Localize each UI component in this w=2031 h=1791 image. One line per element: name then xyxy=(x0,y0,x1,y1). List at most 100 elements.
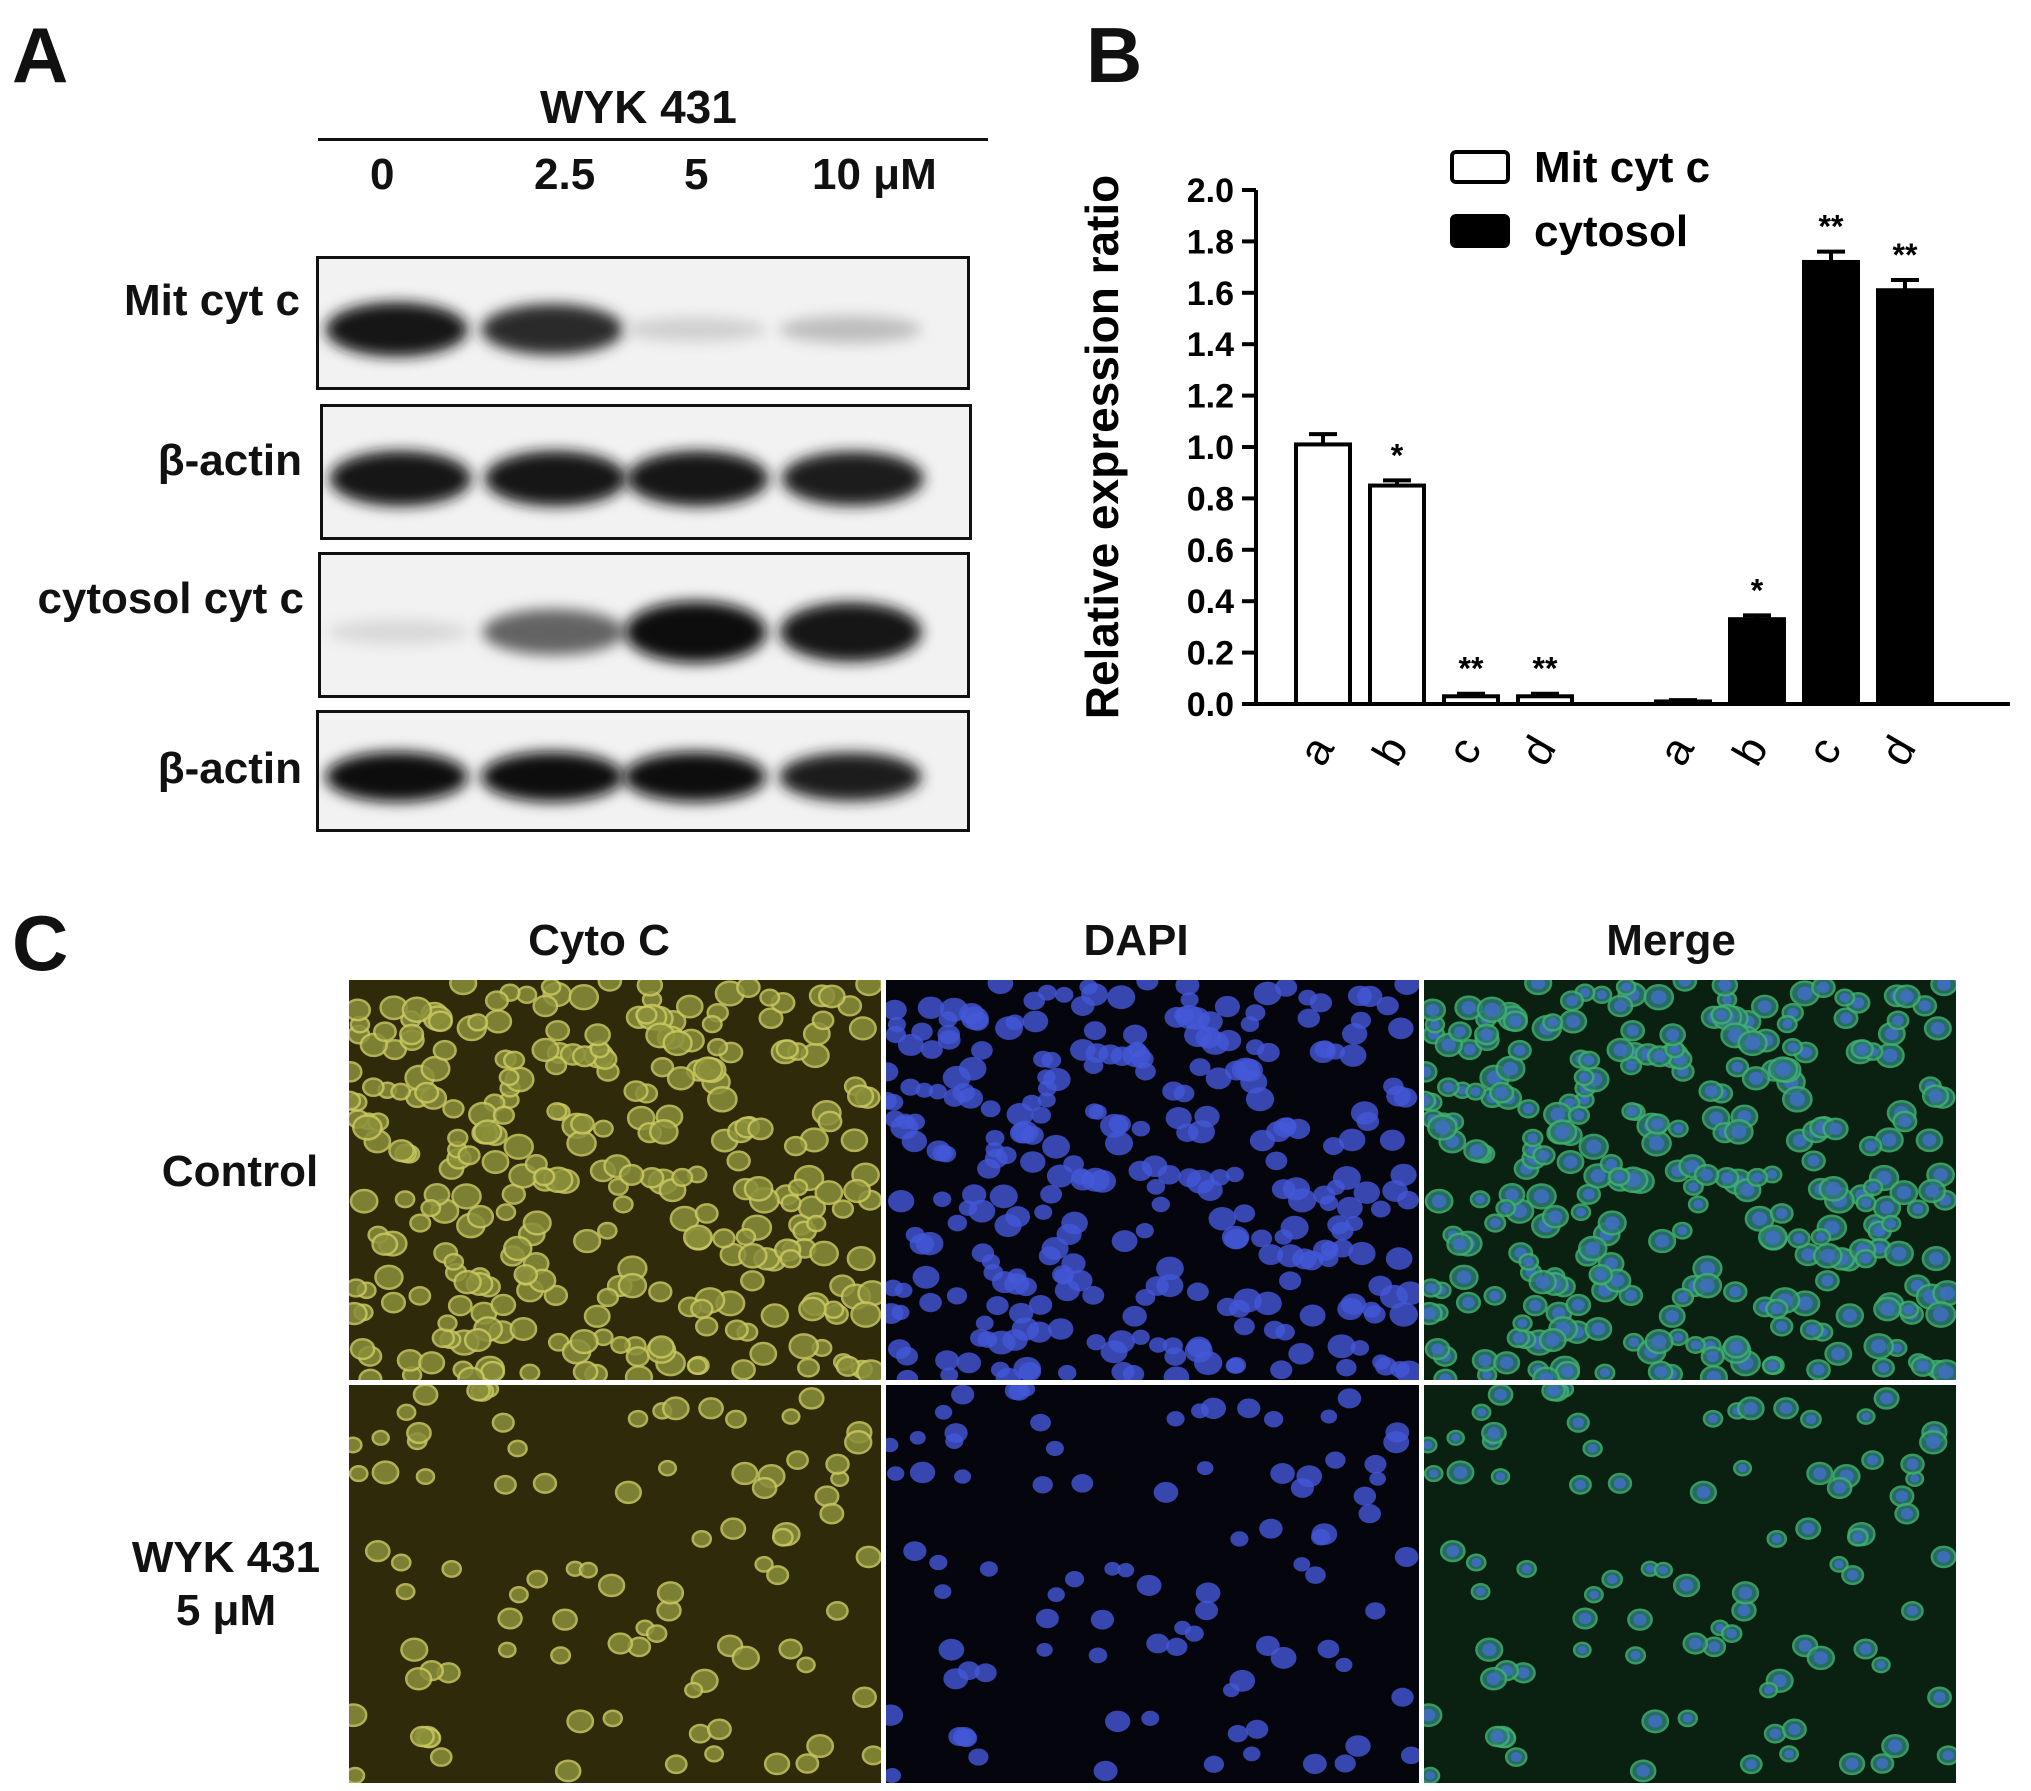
blot-band xyxy=(626,450,769,507)
cell xyxy=(1054,986,1074,1003)
significance-marker: * xyxy=(1751,572,1764,608)
cell xyxy=(1251,1229,1273,1248)
cell xyxy=(1334,1754,1356,1773)
cell-nucleus xyxy=(1729,1286,1742,1298)
cell xyxy=(657,1459,678,1477)
cell xyxy=(614,1480,642,1505)
cell xyxy=(349,1090,362,1111)
cell-nucleus xyxy=(1621,982,1632,992)
cell-nucleus xyxy=(1431,1343,1444,1355)
lane-label-1: 0 xyxy=(370,150,395,199)
cell xyxy=(519,1363,541,1380)
cell-nucleus xyxy=(1933,1691,1946,1703)
cell xyxy=(1047,1587,1065,1603)
cell xyxy=(1314,1040,1336,1059)
cell-nucleus xyxy=(1888,1739,1903,1753)
cell xyxy=(694,1316,719,1337)
cell xyxy=(349,1703,368,1728)
cell-nucleus xyxy=(1787,1007,1799,1018)
cell xyxy=(886,1437,899,1453)
cell-nucleus xyxy=(1859,1643,1872,1655)
cell xyxy=(1122,1305,1147,1327)
cell xyxy=(400,1637,429,1662)
cell-nucleus xyxy=(1805,1414,1817,1425)
cell-nucleus xyxy=(1478,1354,1492,1367)
cell xyxy=(706,1718,732,1741)
cell xyxy=(554,1759,582,1783)
cell xyxy=(1020,1151,1046,1173)
panel-a-label: A xyxy=(12,11,69,99)
cell-nucleus xyxy=(1896,1186,1912,1200)
cell xyxy=(690,1298,714,1319)
cell xyxy=(380,1291,407,1314)
cell xyxy=(503,1133,534,1160)
cell-nucleus xyxy=(1817,981,1830,993)
cell xyxy=(349,1436,363,1454)
cell xyxy=(467,1013,489,1032)
cell-nucleus xyxy=(1561,1365,1574,1378)
cell-nucleus xyxy=(1521,1564,1532,1574)
cell-nucleus xyxy=(1798,1639,1812,1652)
cell xyxy=(754,1555,774,1573)
cell xyxy=(1107,985,1136,1010)
cell xyxy=(408,1286,432,1306)
cell-nucleus xyxy=(1587,1443,1598,1453)
cell-nucleus xyxy=(1682,1713,1693,1723)
cell-nucleus xyxy=(1590,1169,1606,1183)
cell xyxy=(666,1066,696,1091)
cell xyxy=(843,1178,872,1204)
cell xyxy=(1153,1481,1179,1503)
cell-nucleus xyxy=(1573,1110,1585,1121)
blot-label-cytosol-cyt-c: cytosol cyt c xyxy=(37,574,304,623)
cell xyxy=(572,1360,599,1380)
cell xyxy=(1058,1364,1077,1380)
cell-nucleus xyxy=(1571,1299,1585,1311)
cell-nucleus xyxy=(1726,1628,1737,1639)
cell xyxy=(552,1608,578,1631)
cell-nucleus xyxy=(1535,1275,1550,1289)
cell-nucleus xyxy=(1566,995,1578,1007)
cell xyxy=(706,1085,738,1113)
cell xyxy=(648,1118,679,1145)
cell-nucleus xyxy=(1757,1000,1772,1013)
cell xyxy=(855,1545,881,1569)
cell xyxy=(1146,1179,1166,1195)
cell xyxy=(946,1287,968,1305)
cell xyxy=(1318,1250,1339,1268)
treatment-label: WYK 431 xyxy=(540,81,737,133)
cell xyxy=(736,980,761,999)
cell-nucleus xyxy=(1654,1365,1668,1378)
cell xyxy=(570,1113,595,1135)
cell xyxy=(704,1745,725,1763)
cell xyxy=(886,1303,904,1324)
cell xyxy=(694,1203,719,1224)
cell-nucleus xyxy=(1605,1158,1617,1170)
cell xyxy=(1023,991,1046,1010)
cell xyxy=(457,1366,486,1380)
cell-nucleus xyxy=(1677,1226,1688,1236)
cell-nucleus xyxy=(1574,1479,1587,1490)
cell xyxy=(484,990,510,1012)
cell-nucleus xyxy=(1708,1641,1721,1653)
cell-nucleus xyxy=(1471,1557,1482,1568)
cell xyxy=(686,1356,708,1375)
blot-beta-actin-1 xyxy=(320,404,972,540)
cell-nucleus xyxy=(1426,1003,1440,1017)
cell xyxy=(349,1766,366,1783)
cell xyxy=(1336,1359,1357,1377)
blot-label-mit-cyt-c: Mit cyt c xyxy=(123,276,300,325)
cell-nucleus xyxy=(1582,1188,1595,1200)
cell-nucleus xyxy=(1653,1050,1667,1063)
cell xyxy=(497,1641,517,1659)
cell xyxy=(751,1476,778,1500)
cell xyxy=(1035,1608,1059,1629)
cell xyxy=(1104,1131,1134,1156)
cell xyxy=(457,1145,481,1166)
cell-nucleus xyxy=(1864,1140,1877,1152)
cell xyxy=(447,1128,469,1148)
cell-nucleus xyxy=(1860,1253,1872,1264)
blot-band xyxy=(481,303,624,355)
cell-nucleus xyxy=(1591,1322,1606,1336)
cell xyxy=(427,1010,453,1033)
cell xyxy=(502,1050,526,1070)
